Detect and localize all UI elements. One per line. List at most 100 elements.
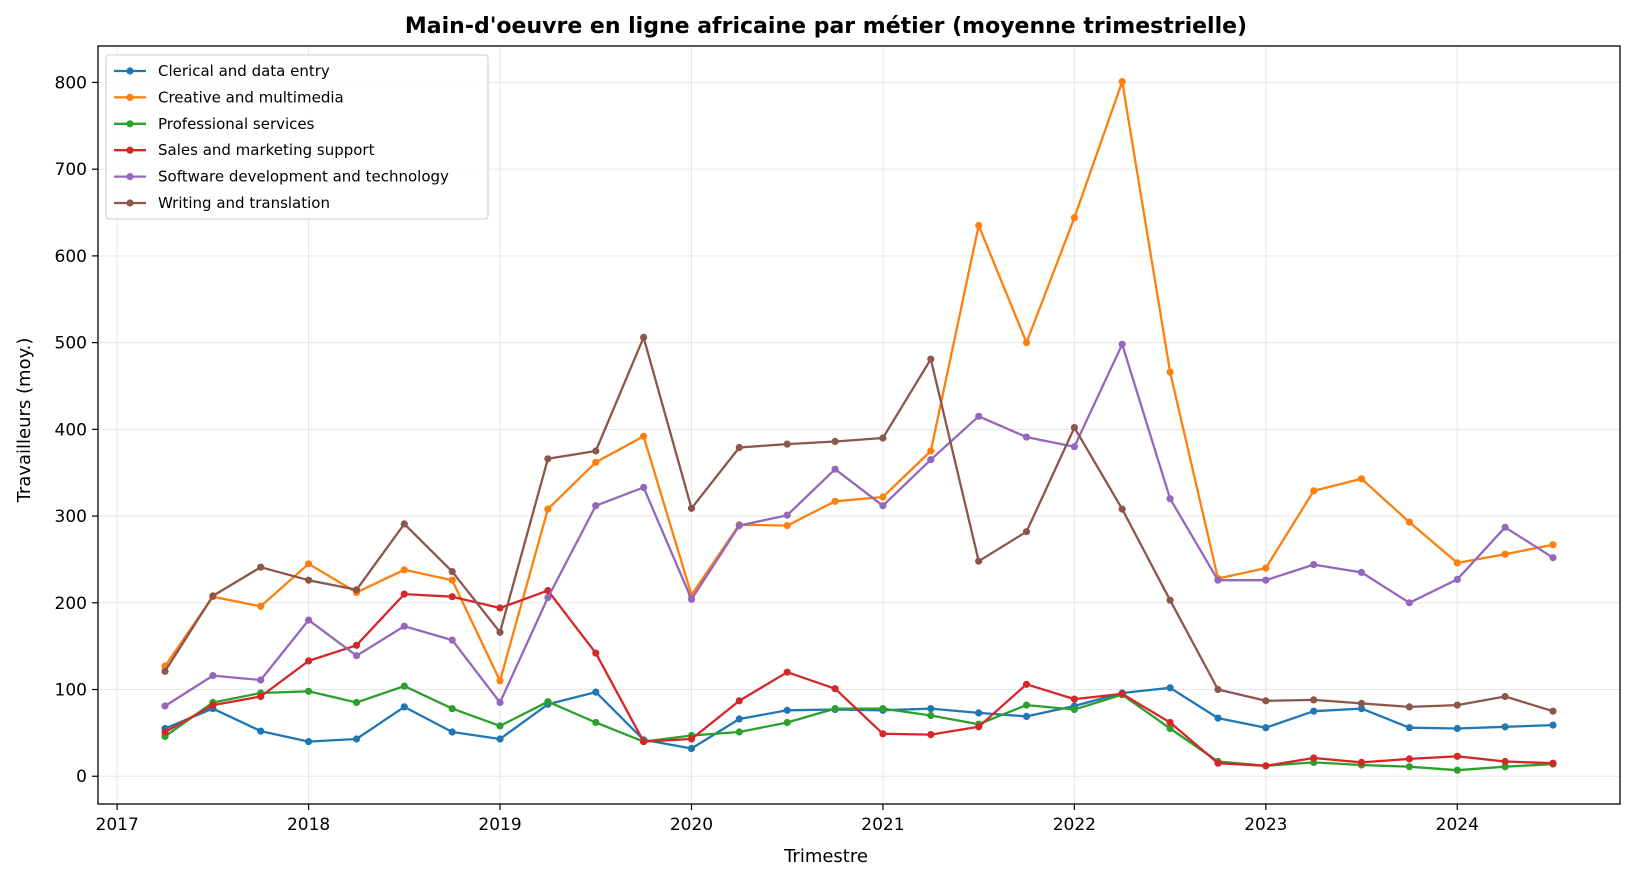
data-point: [1453, 724, 1461, 733]
data-point: [257, 692, 265, 701]
data-point: [305, 738, 313, 746]
chart-title: Main-d'oeuvre en ligne africaine par mét…: [405, 14, 1247, 39]
data-point: [1453, 701, 1461, 709]
data-point: [1166, 495, 1174, 503]
data-point: [1501, 523, 1509, 531]
data-point: [1310, 754, 1318, 762]
data-point: [209, 701, 217, 709]
data-point: [305, 616, 313, 624]
data-point: [879, 730, 887, 738]
data-point: [592, 502, 600, 510]
data-point: [1310, 561, 1318, 569]
y-tick-label: 200: [55, 594, 87, 614]
data-point: [1405, 518, 1413, 526]
data-point: [1022, 528, 1031, 536]
data-point: [1022, 712, 1031, 721]
series-layer: [161, 78, 1557, 774]
grid: [98, 46, 1620, 804]
data-point: [209, 592, 217, 600]
data-point: [1022, 433, 1031, 441]
legend-box: [105, 54, 489, 220]
data-point: [735, 728, 743, 736]
data-point: [687, 504, 696, 512]
data-point: [1118, 690, 1126, 698]
data-point: [1214, 759, 1222, 767]
data-point: [640, 333, 648, 341]
data-point: [400, 703, 408, 711]
y-tick-label: 700: [55, 160, 87, 180]
data-point: [1453, 559, 1461, 567]
data-point: [831, 497, 839, 505]
data-point: [975, 412, 983, 420]
data-point: [1453, 575, 1461, 584]
legend-label: Creative and multimedia: [158, 88, 344, 106]
x-axis-label: Trimestre: [783, 846, 868, 867]
data-point: [209, 672, 217, 680]
x-tick-label: 2020: [670, 815, 713, 835]
data-point: [640, 432, 648, 440]
data-point: [1166, 368, 1174, 376]
data-point: [400, 622, 408, 630]
data-point: [1166, 596, 1174, 604]
y-tick-label: 600: [55, 247, 87, 267]
y-tick-label: 500: [55, 334, 87, 354]
x-tick-label: 2022: [1053, 815, 1096, 835]
data-point: [879, 434, 887, 442]
y-tick-label: 300: [55, 507, 87, 527]
y-tick-label: 400: [55, 420, 87, 440]
data-point: [1070, 705, 1078, 714]
data-point: [496, 698, 504, 707]
x-tick-label: 2023: [1244, 815, 1287, 835]
data-point: [1022, 680, 1031, 688]
data-point: [592, 458, 600, 466]
data-point: [927, 447, 935, 455]
data-point: [1070, 424, 1078, 432]
data-point: [161, 667, 169, 675]
data-point: [687, 735, 696, 743]
data-point: [1405, 724, 1413, 732]
data-point: [352, 641, 361, 649]
data-point: [592, 447, 600, 455]
data-point: [783, 706, 791, 714]
data-point: [1118, 505, 1126, 513]
y-tick-label: 0: [76, 767, 87, 787]
plot-area: [97, 45, 1621, 805]
series-line: [164, 589, 1554, 767]
y-tick-label: 100: [55, 681, 87, 701]
series-3: [161, 587, 1557, 770]
data-point: [879, 705, 887, 713]
data-point: [1214, 685, 1222, 694]
data-point: [975, 723, 983, 731]
data-point: [1501, 692, 1509, 701]
data-point: [496, 604, 504, 612]
data-point: [448, 593, 456, 601]
data-point: [1405, 763, 1413, 771]
data-point: [927, 711, 935, 720]
data-point: [448, 705, 456, 713]
data-point: [1070, 443, 1078, 451]
data-point: [1166, 724, 1174, 733]
data-point: [831, 465, 839, 473]
data-point: [1405, 755, 1413, 763]
data-point: [448, 568, 456, 576]
data-point: [975, 557, 983, 565]
x-tick-label: 2019: [478, 815, 521, 835]
data-point: [592, 688, 600, 696]
data-point: [496, 677, 504, 685]
data-point: [1549, 541, 1557, 549]
data-point: [640, 483, 648, 491]
data-point: [257, 727, 265, 735]
data-point: [544, 505, 552, 513]
data-point: [1118, 340, 1126, 348]
legend-swatch-marker: [126, 199, 134, 207]
data-point: [975, 221, 983, 230]
legend: Clerical and data entry Creative and mult…: [105, 54, 489, 220]
legend-label: Sales and marketing support: [158, 141, 375, 159]
data-point: [831, 685, 839, 693]
data-point: [496, 722, 504, 730]
data-point: [1118, 78, 1126, 86]
data-point: [640, 738, 648, 746]
data-point: [879, 502, 887, 510]
data-point: [448, 728, 456, 736]
